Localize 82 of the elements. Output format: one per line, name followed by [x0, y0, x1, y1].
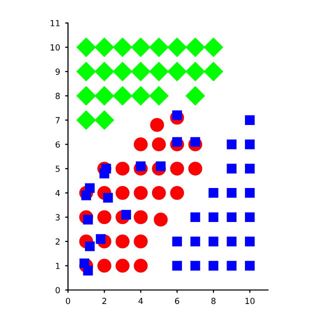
point — [149, 38, 168, 57]
point — [226, 260, 236, 271]
point — [244, 212, 255, 222]
point — [208, 188, 218, 198]
point — [204, 38, 223, 57]
point — [244, 140, 255, 150]
point — [186, 62, 205, 82]
point — [94, 62, 114, 82]
y-tick-label: 8 — [56, 92, 60, 100]
x-tick-label: 10 — [245, 298, 255, 304]
point — [190, 212, 200, 222]
point — [76, 86, 96, 106]
point — [134, 137, 148, 152]
point — [150, 118, 164, 132]
point — [131, 62, 150, 82]
y-tick-label: 10 — [50, 44, 60, 51]
point — [244, 115, 255, 125]
point — [94, 38, 114, 57]
point — [116, 234, 130, 248]
point — [94, 86, 114, 106]
point — [226, 236, 236, 246]
y-tick-label: 9 — [56, 68, 60, 75]
point — [226, 140, 236, 150]
point — [226, 188, 236, 198]
point — [204, 62, 223, 82]
point — [76, 110, 96, 130]
y-tick-label: 11 — [50, 20, 60, 26]
point — [244, 260, 255, 271]
point — [116, 258, 130, 273]
x-tick-label: 2 — [102, 298, 106, 304]
point — [168, 62, 187, 82]
point — [186, 38, 205, 57]
y-tick-label: 1 — [56, 262, 60, 269]
point — [97, 258, 112, 273]
point — [76, 62, 96, 82]
point — [131, 86, 150, 106]
point — [94, 110, 114, 130]
point — [152, 186, 166, 200]
point — [244, 188, 255, 198]
point — [149, 62, 168, 82]
y-tick-label: 5 — [56, 166, 60, 172]
point — [134, 186, 148, 200]
point — [244, 236, 255, 246]
point — [168, 38, 187, 57]
point — [134, 258, 148, 273]
x-tick-label: 0 — [66, 298, 70, 304]
y-tick-label: 2 — [56, 238, 60, 245]
point — [76, 38, 96, 57]
point — [226, 212, 236, 222]
point — [186, 86, 205, 106]
point — [208, 236, 218, 246]
y-tick-label: 0 — [56, 286, 60, 294]
point — [113, 86, 132, 106]
point — [188, 162, 202, 176]
point — [190, 236, 200, 246]
point — [152, 137, 166, 152]
y-tick-label: 6 — [56, 141, 60, 148]
point — [244, 164, 255, 174]
point — [226, 164, 236, 174]
point — [131, 38, 150, 57]
point — [113, 62, 132, 82]
point — [149, 86, 168, 106]
point — [170, 186, 184, 200]
point — [134, 210, 148, 224]
point — [116, 162, 130, 176]
point — [113, 38, 132, 57]
x-tick-label: 6 — [175, 298, 180, 304]
point — [154, 212, 168, 227]
point — [170, 162, 184, 176]
point — [116, 186, 130, 200]
x-tick-label: 8 — [211, 298, 216, 304]
y-tick-label: 3 — [56, 214, 60, 220]
point — [134, 234, 148, 248]
point — [172, 236, 182, 246]
x-tick-label: 4 — [138, 298, 143, 304]
point — [97, 210, 112, 224]
point — [190, 260, 200, 271]
point — [172, 260, 182, 271]
point — [208, 260, 218, 271]
y-tick-label: 4 — [55, 190, 60, 196]
y-tick-label: 7 — [56, 117, 60, 124]
point — [208, 212, 218, 222]
